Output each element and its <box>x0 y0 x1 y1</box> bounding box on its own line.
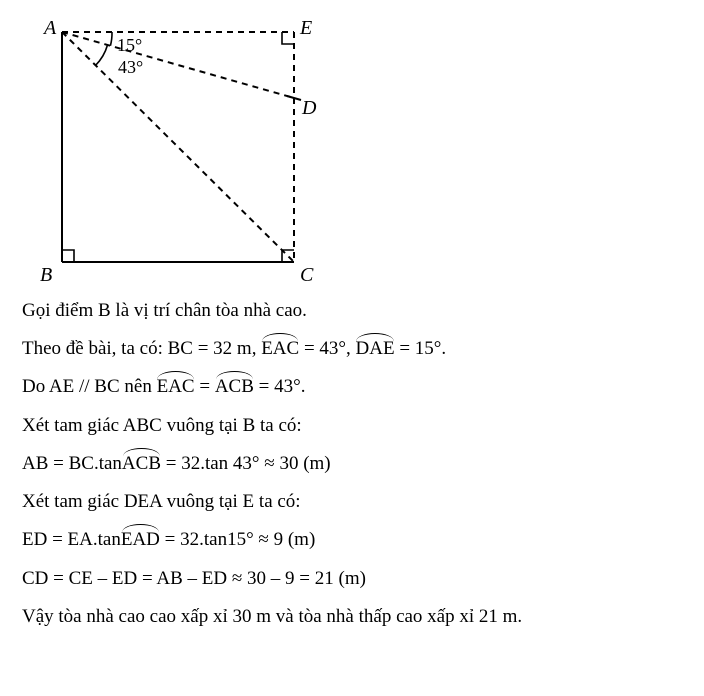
vertex-label-e: E <box>300 18 312 38</box>
text-span: ED = EA.tan <box>22 529 121 550</box>
paragraph-8: CD = CE – ED = AB – ED ≈ 30 – 9 = 21 (m) <box>22 566 692 592</box>
text-span: = 43°, <box>299 338 355 359</box>
text-span: = 32.tan15° ≈ 9 (m) <box>160 529 315 550</box>
paragraph-1: Gọi điểm B là vị trí chân tòa nhà cao. <box>22 298 692 324</box>
angle-dae: DAE <box>356 336 395 362</box>
paragraph-2: Theo đề bài, ta có: BC = 32 m, EAC = 43°… <box>22 336 692 362</box>
text-span: AB = BC.tan <box>22 453 122 474</box>
paragraph-7: ED = EA.tanEAD = 32.tan15° ≈ 9 (m) <box>22 527 692 553</box>
text-span: = <box>195 376 215 397</box>
solution-text: Gọi điểm B là vị trí chân tòa nhà cao. T… <box>22 298 692 630</box>
text-span: = 43°. <box>254 376 306 397</box>
angle-eac: EAC <box>261 336 299 362</box>
paragraph-3: Do AE // BC nên EAC = ACB = 43°. <box>22 374 692 400</box>
angle-label-15: 15° <box>117 36 142 54</box>
vertex-label-b: B <box>40 265 52 285</box>
vertex-label-a: A <box>44 18 56 38</box>
paragraph-9: Vậy tòa nhà cao cao xấp xỉ 30 m và tòa n… <box>22 604 692 630</box>
vertex-label-c: C <box>300 265 313 285</box>
text-span: = 15°. <box>395 338 447 359</box>
angle-acb-2: ACB <box>122 451 161 477</box>
vertex-label-d: D <box>302 98 316 118</box>
paragraph-5: AB = BC.tanACB = 32.tan 43° ≈ 30 (m) <box>22 451 692 477</box>
geometry-diagram: A E D B C 15° 43° <box>22 12 332 286</box>
text-span: Theo đề bài, ta có: BC = 32 m, <box>22 338 261 359</box>
angle-acb: ACB <box>215 374 254 400</box>
angle-eac-2: EAC <box>157 374 195 400</box>
angle-ead: EAD <box>121 527 160 553</box>
angle-label-43: 43° <box>118 58 143 76</box>
paragraph-6: Xét tam giác DEA vuông tại E ta có: <box>22 489 692 515</box>
paragraph-4: Xét tam giác ABC vuông tại B ta có: <box>22 413 692 439</box>
text-span: Do AE // BC nên <box>22 376 157 397</box>
text-span: = 32.tan 43° ≈ 30 (m) <box>161 453 331 474</box>
